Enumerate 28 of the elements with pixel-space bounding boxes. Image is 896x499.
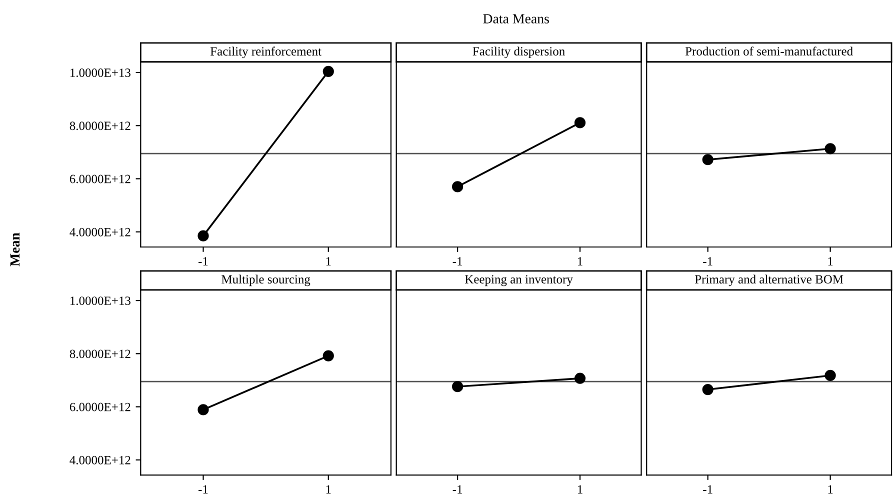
y-tick-label: 6.0000E+12 <box>70 402 130 412</box>
chart-title: Facility reinforcement <box>210 46 322 58</box>
x-tick-label: -1 <box>452 485 462 494</box>
x-tick-label: 1 <box>326 257 331 266</box>
y-tick-label: 8.0000E+12 <box>70 122 130 130</box>
x-tick-label: 1 <box>828 485 833 494</box>
x-tick-label: -1 <box>198 257 208 266</box>
x-tick-label: -1 <box>703 485 712 494</box>
y-tick-label: 1.0000E+13 <box>70 68 130 78</box>
y-tick-label: 6.0000E+12 <box>70 174 130 184</box>
x-tick-label: 1 <box>578 485 582 494</box>
x-tick-label: 1 <box>578 257 582 266</box>
y-tick-label: 4.0000E+12 <box>70 228 130 236</box>
chart-title: Facility dispersion <box>472 46 565 58</box>
chart-title: Production of semi-manufactured <box>685 46 853 56</box>
y-tick-label: 1.0000E+13 <box>70 296 130 306</box>
chart-title: Multiple sourcing <box>222 274 310 286</box>
x-tick-label: 1 <box>326 485 331 494</box>
chart-title: Keeping an inventory <box>464 275 573 286</box>
y-tick-label: 4.0000E+12 <box>70 456 130 464</box>
y-tick-label: 8.0000E+12 <box>70 350 130 358</box>
y-axis-title: Mean <box>10 232 20 266</box>
x-tick-label: 1 <box>828 257 833 266</box>
x-tick-label: -1 <box>198 485 208 494</box>
x-tick-label: -1 <box>703 257 712 266</box>
x-tick-label: -1 <box>452 257 462 266</box>
text: Data Means <box>483 14 549 24</box>
chart-title: Primary and alternative BOM <box>694 274 844 286</box>
